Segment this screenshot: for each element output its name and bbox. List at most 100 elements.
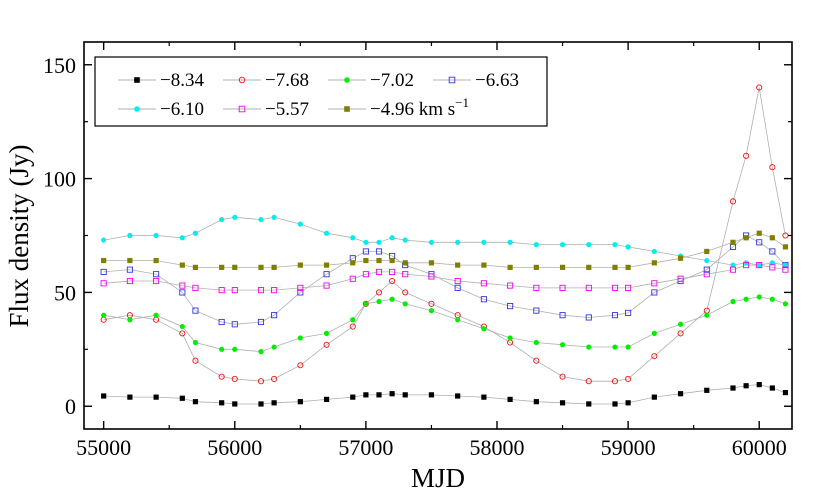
data-point-1-29 [743,152,750,159]
data-point-6-7 [258,264,264,270]
data-point-4-11 [350,235,356,241]
data-point-5-18 [480,280,487,287]
data-point-3-10 [323,271,330,278]
legend-label-2: −7.02 [370,70,414,91]
data-point-5-12 [362,271,369,278]
series-4 [101,214,789,268]
data-point-1-25 [651,353,658,360]
data-point-2-18 [481,326,487,332]
data-point-4-1 [127,232,133,239]
data-point-5-30 [756,262,763,269]
data-point-0-9 [297,399,303,405]
y-tick-label-1: 50 [54,280,76,305]
data-point-5-1 [126,277,133,285]
data-point-5-9 [297,284,304,291]
legend-marker-6 [344,106,350,112]
data-point-5-6 [231,287,238,294]
legend-marker-4 [134,106,140,112]
data-point-3-13 [375,248,383,255]
data-point-3-23 [611,312,619,319]
data-point-1-9 [297,362,304,369]
data-point-4-0 [101,237,107,243]
data-point-4-14 [389,235,395,241]
data-point-5-5 [218,287,225,294]
data-point-4-9 [297,221,303,227]
x-tick-label-1: 56000 [207,435,262,460]
legend-entry-6: −4.96 km s−1 [328,95,469,120]
data-point-0-10 [323,396,330,403]
data-point-2-32 [782,301,789,307]
data-point-4-27 [704,257,710,264]
data-point-3-6 [231,321,238,328]
data-point-2-14 [389,296,395,302]
data-point-1-6 [231,375,238,382]
data-point-1-24 [625,375,632,382]
data-point-0-8 [271,400,277,406]
legend-entry-1: −7.68 [223,70,309,91]
legend-unit: km s [414,99,455,120]
data-point-0-19 [507,396,513,403]
data-point-2-31 [769,296,775,302]
data-point-3-5 [218,318,225,326]
data-point-5-11 [349,275,356,282]
data-point-1-7 [257,378,265,385]
data-point-0-15 [402,392,408,398]
data-point-5-27 [703,271,710,278]
data-point-5-14 [389,268,396,275]
data-point-4-5 [219,216,225,223]
data-point-3-30 [756,239,763,246]
series-2 [101,294,789,355]
data-point-6-10 [323,262,330,268]
data-point-0-6 [232,401,238,407]
data-point-0-3 [179,395,185,401]
data-point-3-12 [362,248,369,255]
series-layer [100,84,789,407]
data-point-6-11 [350,260,356,266]
legend-label-5: −5.57 [265,99,309,120]
data-point-4-16 [428,239,435,245]
data-point-1-22 [585,378,592,385]
data-point-2-20 [533,339,539,346]
data-point-4-13 [376,239,382,245]
legend-entry-5: −5.57 [223,99,309,120]
series-5 [100,262,789,294]
data-point-1-26 [677,330,684,337]
data-point-2-2 [153,312,159,318]
data-point-2-8 [271,344,277,350]
data-point-0-13 [376,392,382,398]
data-point-3-27 [703,266,710,273]
series-line-6 [103,232,786,268]
data-point-6-16 [428,260,435,266]
data-point-2-21 [559,342,566,348]
data-point-2-12 [363,301,369,307]
axis-ticks: 55000 56000 57000 58000 59000 60000 0 50 100 150 [43,42,792,460]
data-point-5-7 [257,287,265,294]
data-point-0-0 [101,393,107,399]
data-point-3-1 [126,266,133,273]
data-point-4-3 [179,235,185,241]
legend-entry-0: −8.34 [118,70,204,91]
data-point-2-7 [258,349,264,355]
data-point-4-18 [481,239,487,245]
data-point-6-18 [481,262,487,268]
series-line-5 [103,264,786,291]
data-point-5-31 [769,264,776,271]
legend-entry-3: −6.63 [433,70,519,91]
data-point-2-27 [704,312,710,318]
data-point-0-4 [192,399,199,405]
data-point-4-6 [232,214,238,220]
data-point-2-22 [586,344,592,350]
legend-entry-4: −6.10 [118,99,204,120]
data-point-4-21 [559,242,566,248]
x-tick-label-4: 59000 [601,435,656,460]
data-point-6-12 [363,257,369,264]
data-point-1-13 [375,289,383,296]
data-point-2-24 [625,344,631,350]
data-point-5-2 [153,277,160,285]
data-point-4-23 [612,242,618,248]
data-point-2-0 [101,312,107,318]
data-point-4-32 [782,262,789,268]
data-point-2-30 [756,294,762,300]
data-point-1-30 [756,84,763,91]
